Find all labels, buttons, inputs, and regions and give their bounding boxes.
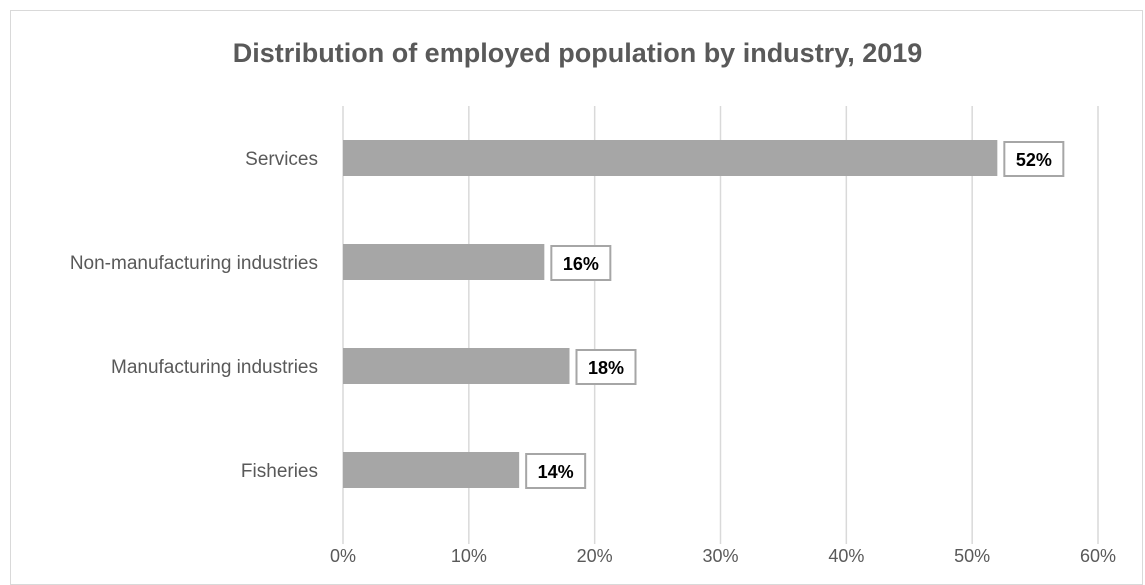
bar xyxy=(343,244,545,280)
x-tick-label: 0% xyxy=(330,546,356,566)
category-label: Fisheries xyxy=(241,461,318,482)
data-label: 16% xyxy=(563,254,599,274)
bar xyxy=(343,452,520,488)
x-tick-label: 60% xyxy=(1080,546,1116,566)
x-tick-label: 30% xyxy=(702,546,738,566)
data-label: 18% xyxy=(588,358,624,378)
chart-title: Distribution of employed population by i… xyxy=(232,38,923,68)
data-label: 14% xyxy=(538,462,574,482)
chart-frame xyxy=(10,10,1143,585)
data-label-box xyxy=(550,245,612,281)
data-label-box xyxy=(525,453,587,489)
data-label-box xyxy=(575,349,637,385)
category-label: Services xyxy=(245,149,318,170)
category-label: Manufacturing industries xyxy=(111,357,318,378)
x-tick-label: 50% xyxy=(954,546,990,566)
x-tick-label: 20% xyxy=(577,546,613,566)
data-label-box xyxy=(1003,141,1065,177)
bar xyxy=(343,140,998,176)
bars xyxy=(343,140,998,488)
x-tick-label: 40% xyxy=(828,546,864,566)
bar xyxy=(343,348,570,384)
x-tick-label: 10% xyxy=(451,546,487,566)
category-label: Non-manufacturing industries xyxy=(70,253,318,274)
data-label: 52% xyxy=(1016,150,1052,170)
labels: 0% 10% 20% 30% 40% 50% 60% Services 52% Non-manuf… xyxy=(70,141,1116,566)
gridlines xyxy=(342,106,1099,544)
